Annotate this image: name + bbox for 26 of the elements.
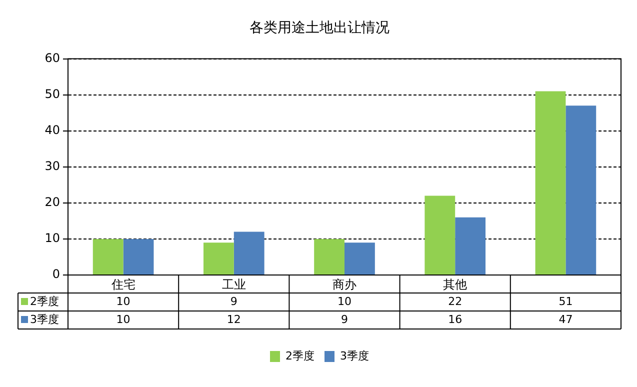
x-tick-label: 住宅 (110, 277, 136, 292)
legend-label: 3季度 (340, 349, 369, 362)
data-label: 10 (338, 294, 352, 308)
text: 3季度 (30, 312, 59, 326)
y-tick-label: 30 (44, 159, 60, 174)
data-label: 10 (116, 312, 130, 326)
chart-title: 各类用途土地出让情况 (250, 20, 390, 36)
y-tick-label: 50 (44, 86, 60, 101)
x-tick-label: 工业 (222, 277, 246, 292)
x-tick-label: 其他 (443, 277, 468, 292)
x-tick-label: 商办 (332, 277, 356, 292)
y-tick-label: 10 (44, 231, 60, 246)
y-tick-label: 20 (44, 195, 60, 210)
data-label: 47 (558, 312, 573, 326)
y-tick-label: 60 (44, 50, 60, 65)
data-label: 12 (226, 312, 241, 326)
data-label: 9 (230, 294, 238, 308)
data-label: 51 (558, 294, 573, 308)
data-label: 9 (341, 312, 348, 326)
data-label: 10 (116, 294, 130, 308)
text: 2季度 (286, 349, 314, 362)
legend-label: 2季度 (30, 294, 59, 308)
data-label: 22 (448, 294, 462, 308)
y-tick-label: 0 (52, 267, 60, 282)
y-tick-label: 40 (44, 122, 60, 137)
data-label: 16 (448, 312, 462, 326)
